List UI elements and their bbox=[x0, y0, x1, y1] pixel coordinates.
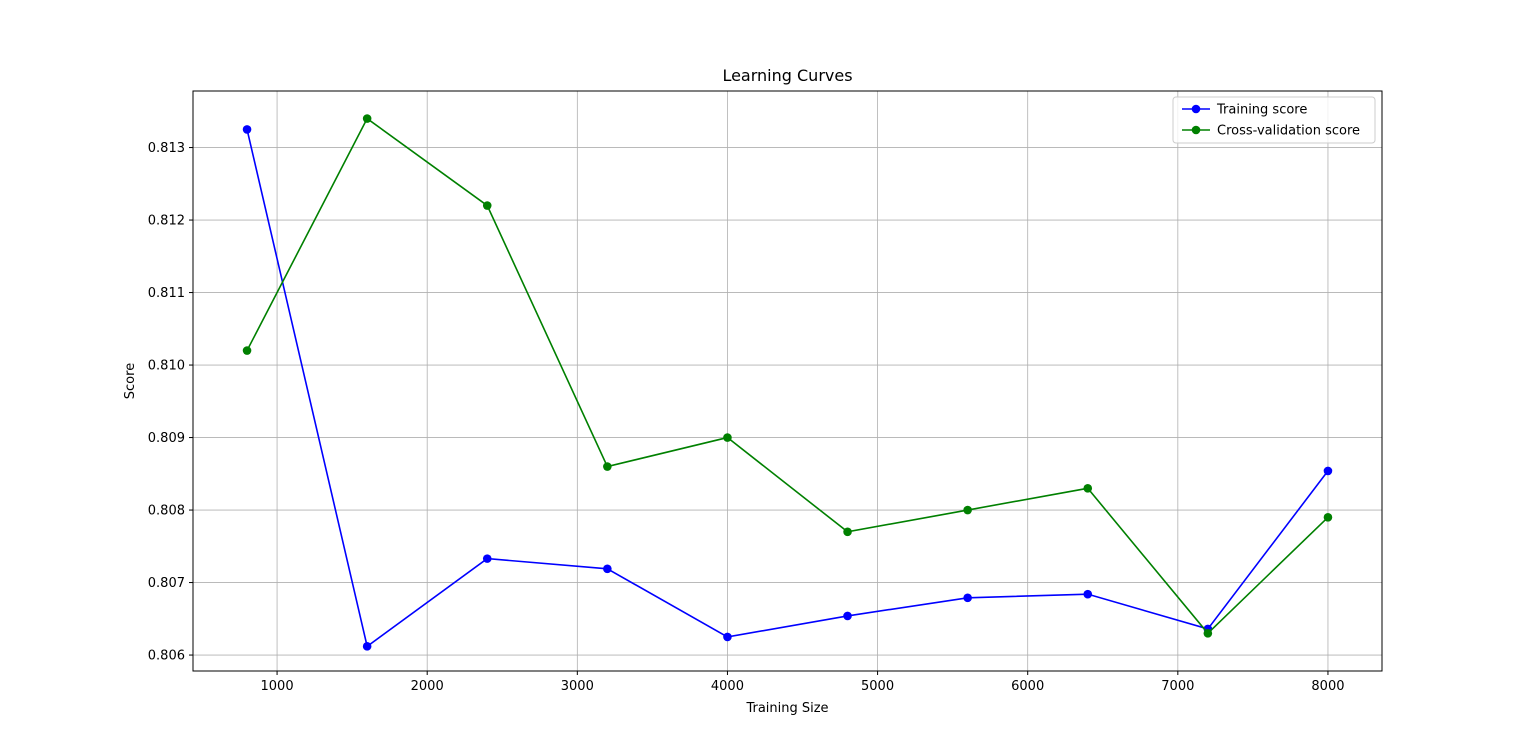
data-point bbox=[242, 125, 252, 134]
y-axis-ticks: 0.806 0.807 0.808 0.809 0.810 0.811 0.812 0.813 bbox=[148, 141, 193, 664]
data-point bbox=[1203, 629, 1213, 638]
y-tick-label: 0.810 bbox=[148, 359, 185, 374]
x-tick-label: 3000 bbox=[561, 679, 594, 694]
x-tick-label: 5000 bbox=[861, 679, 894, 694]
data-point bbox=[1323, 513, 1333, 522]
x-tick-label: 2000 bbox=[411, 679, 444, 694]
data-point bbox=[963, 505, 972, 515]
legend-box bbox=[1172, 96, 1376, 144]
data-point bbox=[242, 346, 252, 355]
grid bbox=[193, 91, 1382, 671]
y-tick-label: 0.812 bbox=[148, 214, 185, 229]
series-line bbox=[246, 117, 1329, 635]
data-point bbox=[362, 642, 372, 651]
y-tick-label: 0.806 bbox=[148, 649, 185, 664]
data-point bbox=[362, 114, 372, 123]
legend-entry: Cross-validation score bbox=[1182, 124, 1360, 139]
legend-label: Cross-validation score bbox=[1217, 124, 1360, 139]
y-tick-label: 0.807 bbox=[148, 576, 185, 591]
data-point bbox=[603, 462, 612, 471]
y-tick-label: 0.809 bbox=[148, 431, 185, 446]
data-point bbox=[843, 527, 852, 537]
data-point bbox=[1323, 466, 1333, 476]
legend-marker bbox=[1191, 104, 1201, 114]
legend: Training score Cross-validation score bbox=[1172, 96, 1376, 144]
x-tick-label: 1000 bbox=[261, 679, 294, 694]
series-group bbox=[242, 114, 1333, 651]
legend-entry: Training score bbox=[1182, 103, 1307, 118]
data-point bbox=[603, 564, 612, 574]
data-point bbox=[723, 433, 732, 442]
series-line bbox=[246, 129, 1329, 648]
data-point bbox=[843, 611, 852, 621]
data-point bbox=[1083, 589, 1093, 599]
data-point bbox=[482, 554, 492, 563]
x-tick-label: 4000 bbox=[711, 679, 744, 694]
y-axis-label: Score bbox=[123, 363, 138, 399]
data-point bbox=[1083, 484, 1093, 493]
series-training-score bbox=[242, 125, 1333, 651]
x-tick-label: 6000 bbox=[1011, 679, 1044, 694]
y-tick-label: 0.811 bbox=[148, 286, 185, 301]
data-point bbox=[482, 201, 492, 210]
y-tick-label: 0.813 bbox=[148, 141, 185, 156]
legend-label: Training score bbox=[1216, 103, 1307, 118]
y-tick-label: 0.808 bbox=[148, 504, 185, 519]
plot-area bbox=[192, 90, 1383, 672]
series-cross-validation-score bbox=[242, 114, 1333, 638]
legend-marker bbox=[1191, 125, 1201, 135]
data-point bbox=[723, 632, 732, 642]
x-tick-label: 7000 bbox=[1161, 679, 1194, 694]
x-axis-label: Training Size bbox=[745, 701, 828, 716]
x-axis-ticks: 1000 2000 3000 4000 5000 6000 7000 8000 bbox=[261, 671, 1345, 694]
data-point bbox=[963, 593, 972, 603]
chart-title: Learning Curves bbox=[722, 66, 852, 85]
x-tick-label: 8000 bbox=[1311, 679, 1344, 694]
